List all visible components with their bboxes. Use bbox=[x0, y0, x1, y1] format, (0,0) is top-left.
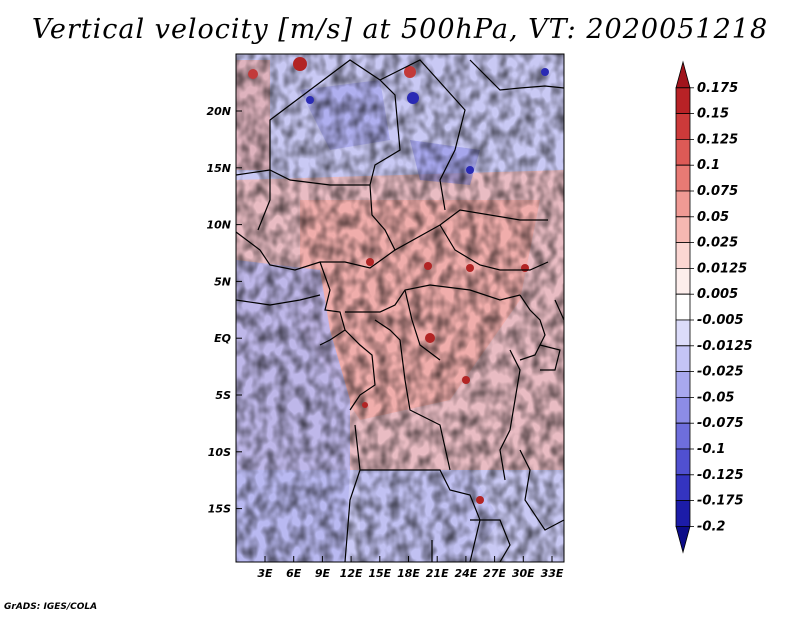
colorbar-swatch bbox=[675, 319, 691, 347]
colorbar-label: -0.05 bbox=[697, 390, 734, 405]
colorbar-swatch bbox=[675, 448, 691, 476]
lat-tick-label: 5S bbox=[215, 389, 231, 402]
lat-tick-label: 10S bbox=[208, 446, 231, 459]
lon-tick-label: 3E bbox=[257, 567, 273, 580]
lon-tick-label: 15E bbox=[368, 567, 391, 580]
colorbar-label: 0.05 bbox=[697, 210, 729, 225]
colorbar-label: -0.2 bbox=[697, 519, 725, 534]
country-borders bbox=[235, 59, 565, 563]
lat-tick-label: 5N bbox=[214, 275, 231, 288]
colorbar: 0.175 0.15 0.125 0.1 0.075 0.05 0.025 0.0125 0.0… bbox=[675, 60, 753, 554]
colorbar-swatch bbox=[675, 113, 691, 140]
lat-tick-label: EQ bbox=[214, 332, 231, 345]
lon-tick-label: 9E bbox=[315, 567, 331, 580]
lon-tick-label: 12E bbox=[340, 567, 363, 580]
colorbar-label: -0.125 bbox=[697, 468, 744, 483]
colorbar-label: -0.005 bbox=[697, 313, 744, 328]
colorbar-label: -0.1 bbox=[697, 442, 725, 457]
colorbar-swatch bbox=[675, 190, 691, 218]
colorbar-swatch bbox=[675, 268, 691, 295]
map-axes: 3E 6E 9E 12E 15E 18E 21E 24E 27E 30E 33E 20N 15N 10N 5… bbox=[206, 105, 563, 580]
colorbar-label: 0.0125 bbox=[697, 261, 747, 276]
colorbar-label: 0.075 bbox=[697, 184, 738, 199]
colorbar-swatch bbox=[675, 526, 691, 554]
lon-tick-label: 24E bbox=[454, 567, 477, 580]
colorbar-swatch bbox=[675, 293, 691, 321]
colorbar-swatch bbox=[675, 397, 691, 424]
colorbar-swatch bbox=[675, 474, 691, 501]
chart-title: Vertical velocity [m/s] at 500hPa, VT: 2… bbox=[31, 14, 769, 45]
lon-tick-label: 27E bbox=[483, 567, 506, 580]
colorbar-label: -0.025 bbox=[697, 365, 744, 380]
colorbar-swatch bbox=[675, 345, 691, 372]
colorbar-label: 0.175 bbox=[697, 81, 738, 96]
colorbar-label: 0.15 bbox=[697, 107, 729, 122]
lon-tick-label: 21E bbox=[426, 567, 449, 580]
lat-tick-label: 20N bbox=[206, 105, 231, 118]
colorbar-label: -0.175 bbox=[697, 494, 744, 509]
colorbar-swatch bbox=[675, 500, 691, 527]
lon-tick-label: 6E bbox=[286, 567, 302, 580]
lat-tick-label: 10N bbox=[206, 219, 231, 232]
colorbar-swatch bbox=[675, 87, 691, 114]
lon-tick-label: 30E bbox=[512, 567, 535, 580]
colorbar-swatch bbox=[675, 164, 691, 192]
credit-label: GrADS: IGES/COLA bbox=[4, 602, 98, 612]
lon-tick-label: 33E bbox=[541, 567, 564, 580]
velocity-field bbox=[236, 54, 564, 562]
map-frame bbox=[235, 53, 565, 563]
lat-tick-label: 15N bbox=[206, 162, 231, 175]
colorbar-label: 0.025 bbox=[697, 236, 738, 251]
colorbar-label: 0.125 bbox=[697, 132, 738, 147]
colorbar-swatch bbox=[675, 139, 691, 166]
colorbar-label: 0.1 bbox=[697, 158, 720, 173]
colorbar-swatch bbox=[675, 60, 691, 89]
colorbar-label: 0.005 bbox=[697, 287, 738, 302]
colorbar-swatch bbox=[675, 242, 691, 269]
colorbar-swatch bbox=[675, 422, 691, 450]
colorbar-label: -0.075 bbox=[697, 416, 744, 431]
colorbar-label: -0.0125 bbox=[697, 339, 753, 354]
lon-tick-label: 18E bbox=[397, 567, 420, 580]
colorbar-swatch bbox=[675, 371, 691, 398]
colorbar-swatch bbox=[675, 216, 691, 243]
lat-tick-label: 15S bbox=[208, 503, 231, 516]
